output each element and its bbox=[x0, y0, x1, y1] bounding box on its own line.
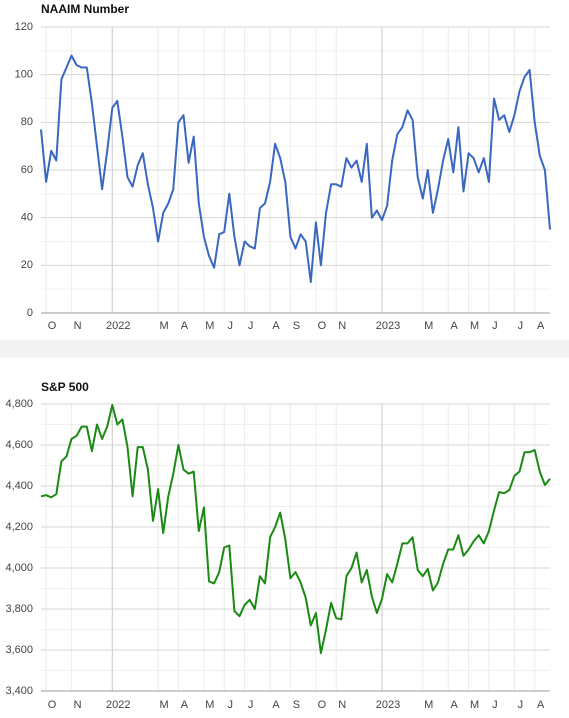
x-tick-label: M bbox=[159, 320, 168, 332]
x-tick-label: J bbox=[518, 699, 524, 711]
x-tick-label: J bbox=[227, 699, 233, 711]
x-tick-label: A bbox=[451, 320, 459, 332]
x-tick-label: O bbox=[48, 320, 57, 332]
x-tick-label: A bbox=[451, 699, 459, 711]
x-tick-label: M bbox=[159, 699, 168, 711]
x-tick-label: M bbox=[424, 320, 433, 332]
x-tick-label: N bbox=[74, 699, 82, 711]
y-tick-label: 60 bbox=[21, 164, 33, 176]
x-tick-label: O bbox=[48, 699, 57, 711]
y-tick-label: 100 bbox=[15, 69, 33, 81]
x-tick-label: J bbox=[518, 320, 524, 332]
y-tick-label: 3,600 bbox=[5, 644, 33, 656]
x-tick-label: A bbox=[181, 320, 189, 332]
x-tick-label: N bbox=[74, 320, 82, 332]
x-tick-label: 2022 bbox=[106, 320, 130, 332]
y-tick-label: 120 bbox=[15, 21, 33, 33]
x-tick-label: J bbox=[492, 699, 498, 711]
y-tick-label: 4,200 bbox=[5, 521, 33, 533]
x-tick-label: A bbox=[537, 320, 545, 332]
y-tick-label: 4,400 bbox=[5, 480, 33, 492]
chart-title: S&P 500 bbox=[41, 380, 89, 394]
x-tick-label: A bbox=[537, 699, 545, 711]
x-tick-label: 2023 bbox=[376, 320, 400, 332]
chart-title: NAAIM Number bbox=[41, 2, 129, 16]
x-tick-label: O bbox=[318, 699, 327, 711]
y-tick-label: 4,600 bbox=[5, 439, 33, 451]
y-tick-label: 80 bbox=[21, 116, 33, 128]
x-tick-label: A bbox=[272, 320, 280, 332]
y-tick-label: 4,800 bbox=[5, 398, 33, 410]
x-tick-label: 2022 bbox=[106, 699, 130, 711]
x-tick-label: S bbox=[293, 699, 300, 711]
x-tick-label: J bbox=[492, 320, 498, 332]
x-tick-label: 2023 bbox=[376, 699, 400, 711]
separator bbox=[0, 340, 569, 358]
y-tick-label: 3,400 bbox=[5, 685, 33, 697]
x-tick-label: J bbox=[227, 320, 233, 332]
y-tick-label: 20 bbox=[21, 259, 33, 271]
data-line bbox=[40, 404, 551, 655]
x-tick-label: O bbox=[318, 320, 327, 332]
x-tick-label: N bbox=[338, 699, 346, 711]
x-tick-label: M bbox=[205, 699, 214, 711]
x-tick-label: N bbox=[338, 320, 346, 332]
x-tick-label: A bbox=[181, 699, 189, 711]
y-tick-label: 40 bbox=[21, 212, 33, 224]
y-tick-label: 0 bbox=[27, 307, 33, 319]
y-tick-label: 4,000 bbox=[5, 562, 33, 574]
y-tick-label: 3,800 bbox=[5, 603, 33, 615]
x-tick-label: J bbox=[248, 320, 254, 332]
x-tick-label: J bbox=[248, 699, 254, 711]
x-tick-label: M bbox=[470, 699, 479, 711]
x-tick-label: M bbox=[424, 699, 433, 711]
data-line bbox=[40, 54, 551, 283]
x-tick-label: S bbox=[293, 320, 300, 332]
x-tick-label: M bbox=[205, 320, 214, 332]
x-tick-label: M bbox=[470, 320, 479, 332]
x-tick-label: A bbox=[272, 699, 280, 711]
